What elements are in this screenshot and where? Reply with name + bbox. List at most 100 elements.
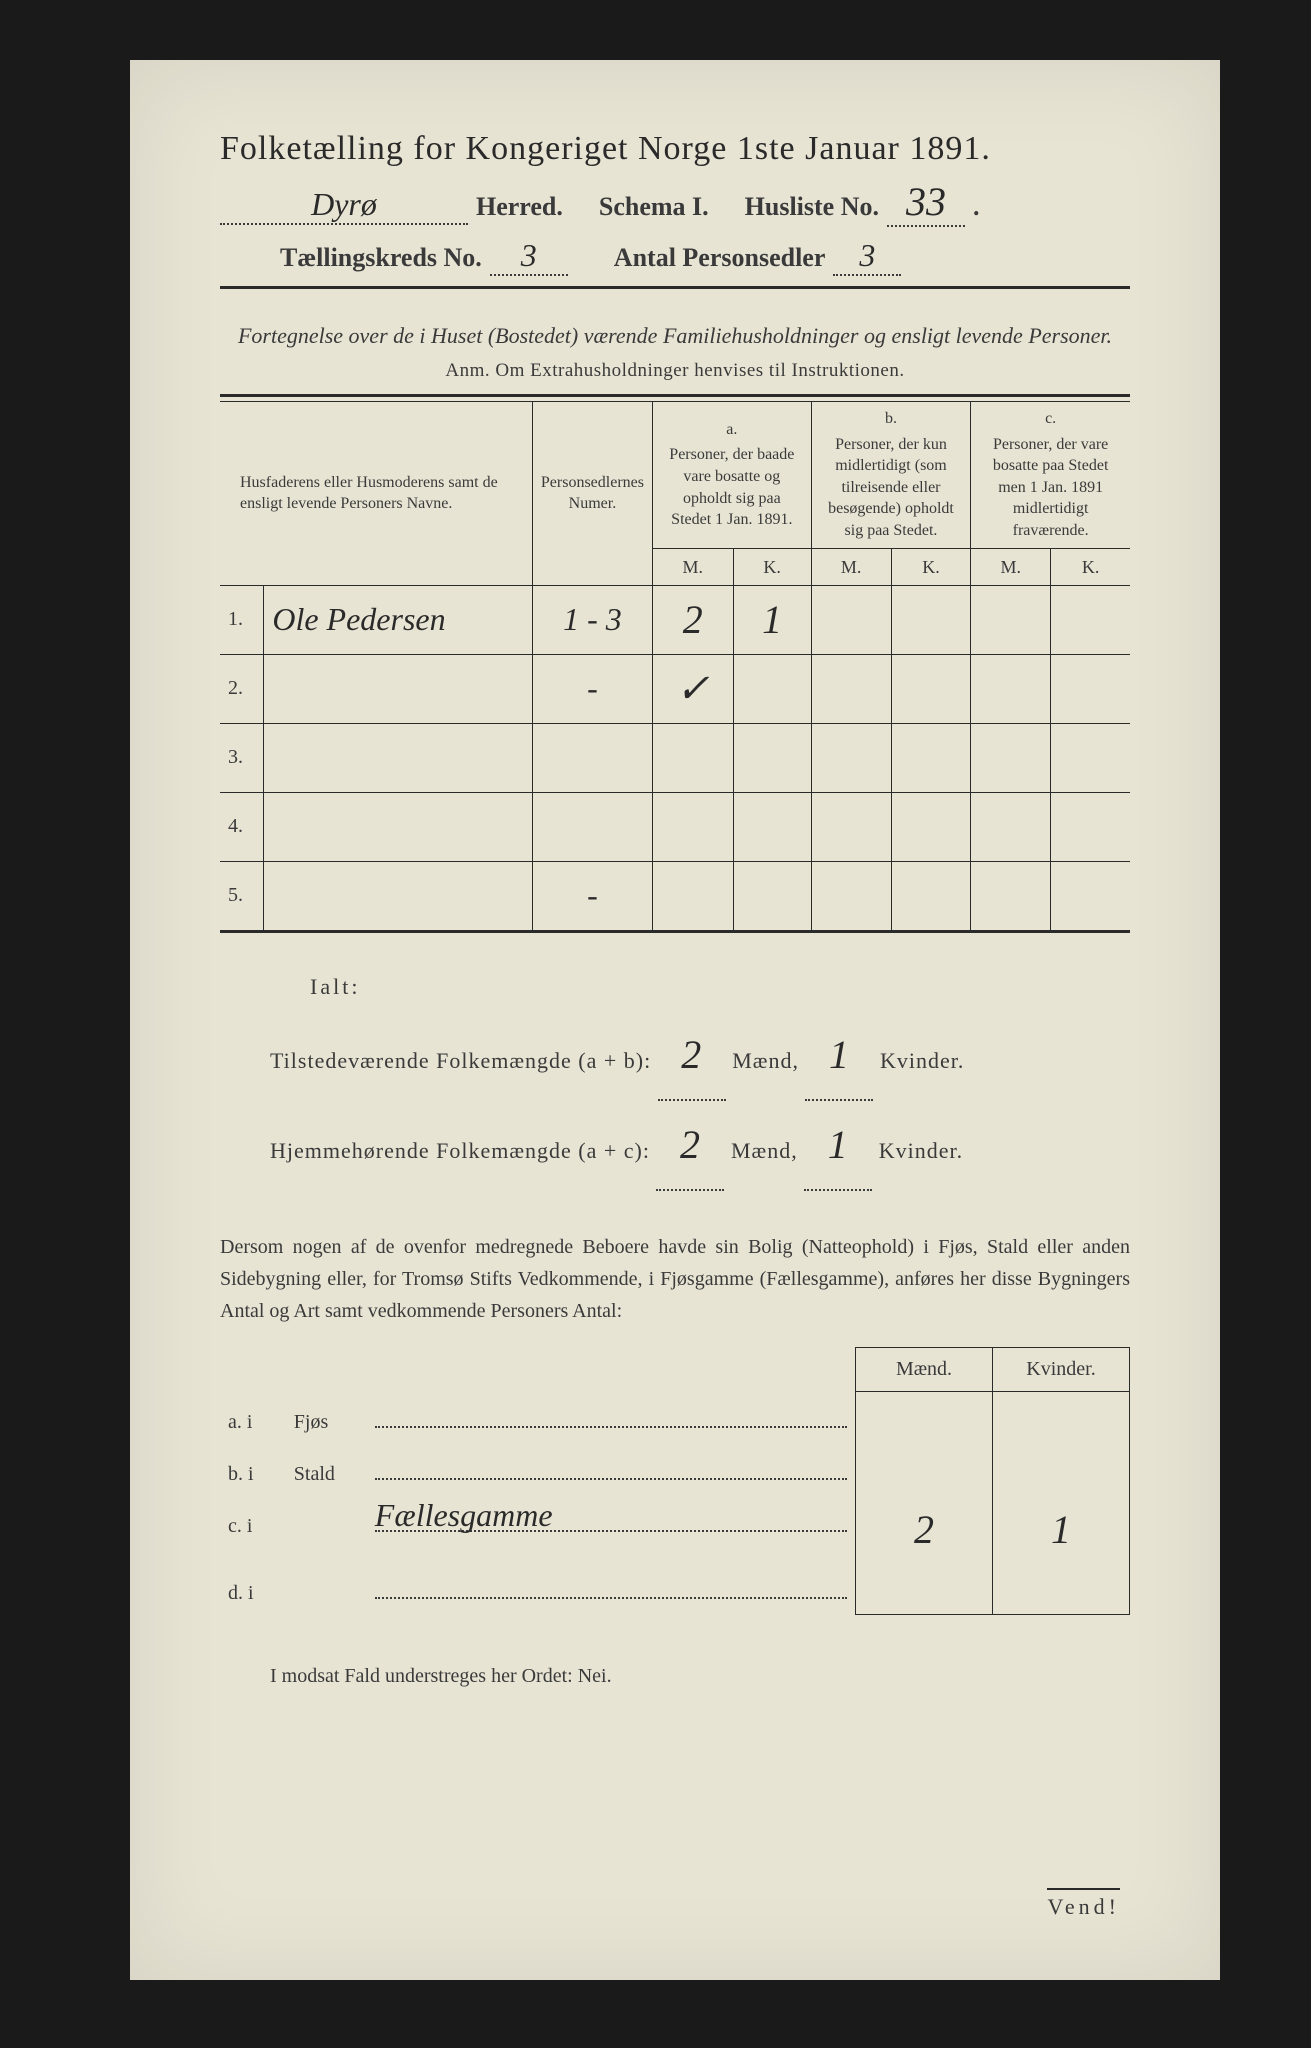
totals-block: Ialt: Tilstedeværende Folkemængde (a + b… (270, 963, 1130, 1191)
row-c-k (1051, 585, 1130, 654)
census-table: Husfaderens eller Husmoderens samt de en… (220, 401, 1130, 930)
table-row: 5.- (220, 861, 1130, 930)
row-number: 1. (220, 585, 264, 654)
tilstede-m: 2 (658, 1011, 726, 1101)
ialt-label: Ialt: (310, 963, 1130, 1011)
dwelling-label-cell: d. i (220, 1563, 855, 1615)
anm-note: Anm. Om Extrahusholdninger henvises til … (220, 360, 1130, 382)
dwelling-letter: d. i (228, 1582, 274, 1605)
tilstede-k: 1 (805, 1011, 873, 1101)
row-name (264, 792, 533, 861)
dwelling-label-cell: b. i Stald (220, 1444, 855, 1496)
table-top-rule (220, 394, 1130, 397)
row-c-k (1051, 861, 1130, 930)
row-a-k: 1 (733, 585, 811, 654)
dwelling-row: b. i Stald (220, 1444, 1130, 1496)
row-c-m (971, 654, 1051, 723)
col-names: Husfaderens eller Husmoderens samt de en… (220, 402, 532, 586)
nei-line: I modsat Fald understreges her Ordet: Ne… (270, 1665, 1130, 1688)
dwelling-k: 1 (993, 1496, 1130, 1563)
row-sedler: - (532, 861, 652, 930)
row-b-m (811, 585, 891, 654)
antal-label: Antal Personsedler (614, 243, 826, 273)
row-b-k (891, 792, 971, 861)
dwelling-row: a. iFjøs (220, 1392, 1130, 1444)
fortegnelse-title: Fortegnelse over de i Huset (Bostedet) v… (220, 319, 1130, 352)
row-a-m: ✓ (652, 654, 733, 723)
dwelling-letter: c. i (228, 1515, 274, 1538)
row-sedler (532, 723, 652, 792)
kreds-label: Tællingskreds No. (280, 243, 482, 273)
dwelling-k (993, 1392, 1130, 1444)
dwelling-table: Mænd. Kvinder. a. iFjøsb. iStaldc. iFæll… (220, 1347, 1130, 1615)
table-bottom-rule (220, 930, 1130, 933)
form-title: Folketælling for Kongeriget Norge 1ste J… (220, 130, 1130, 168)
row-c-k (1051, 792, 1130, 861)
row-c-m (971, 723, 1051, 792)
census-form: Folketælling for Kongeriget Norge 1ste J… (130, 60, 1220, 1980)
row-name (264, 654, 533, 723)
col-c-k: K. (1051, 548, 1130, 585)
row-c-m (971, 861, 1051, 930)
header-row-2: Tællingskreds No. 3 Antal Personsedler 3 (280, 237, 1130, 276)
dwelling-dotline (375, 1573, 847, 1599)
col-a-m: M. (652, 548, 733, 585)
row-number: 4. (220, 792, 264, 861)
dwelling-k (993, 1444, 1130, 1496)
row-b-m (811, 861, 891, 930)
hjemme-k: 1 (804, 1101, 872, 1191)
dwelling-type: Fjøs (294, 1411, 355, 1434)
dwelling-m (856, 1392, 993, 1444)
col-b: b. Personer, der kun midlertidigt (som t… (811, 402, 971, 549)
row-a-m (652, 861, 733, 930)
dwelling-k (993, 1563, 1130, 1615)
row-number: 3. (220, 723, 264, 792)
row-a-m (652, 723, 733, 792)
dwelling-label-cell: c. i Fællesgamme (220, 1496, 855, 1548)
dwelling-dotline (375, 1454, 847, 1480)
schema-label: Schema I. (599, 192, 709, 222)
row-b-m (811, 723, 891, 792)
row-b-k (891, 585, 971, 654)
antal-field: 3 (833, 237, 901, 276)
row-c-k (1051, 654, 1130, 723)
row-a-k (733, 861, 811, 930)
row-sedler (532, 792, 652, 861)
row-name (264, 723, 533, 792)
dwelling-row: d. i (220, 1563, 1130, 1615)
row-a-k (733, 792, 811, 861)
row-b-k (891, 654, 971, 723)
herred-label: Herred. (476, 192, 563, 222)
vend-label: Vend! (1047, 1888, 1120, 1920)
row-a-k (733, 654, 811, 723)
dwelling-label-cell: a. iFjøs (220, 1392, 855, 1444)
dwelling-dotline: Fællesgamme (375, 1506, 847, 1532)
totals-line-2: Hjemmehørende Folkemængde (a + c): 2 Mæn… (270, 1101, 1130, 1191)
table-row: 1.Ole Pedersen1 - 321 (220, 585, 1130, 654)
dwelling-letter: b. i (228, 1463, 274, 1486)
dwelling-col-k: Kvinder. (993, 1348, 1130, 1392)
row-a-m: 2 (652, 585, 733, 654)
row-a-k (733, 723, 811, 792)
dwelling-type: Stald (294, 1463, 355, 1486)
row-b-k (891, 861, 971, 930)
herred-name-field: Dyrø (220, 186, 468, 225)
col-c: c. Personer, der vare bosatte paa Stedet… (971, 402, 1130, 549)
row-name (264, 861, 533, 930)
dwelling-m (856, 1563, 993, 1615)
col-sedler: Personsedlernes Numer. (532, 402, 652, 586)
row-b-m (811, 792, 891, 861)
col-a-k: K. (733, 548, 811, 585)
row-c-m (971, 792, 1051, 861)
row-b-k (891, 723, 971, 792)
row-c-m (971, 585, 1051, 654)
row-b-m (811, 654, 891, 723)
dwelling-m (856, 1444, 993, 1496)
col-b-k: K. (891, 548, 971, 585)
row-a-m (652, 792, 733, 861)
kreds-no-field: 3 (490, 237, 568, 276)
dwelling-m: 2 (856, 1496, 993, 1563)
totals-line-1: Tilstedeværende Folkemængde (a + b): 2 M… (270, 1011, 1130, 1101)
table-row: 4. (220, 792, 1130, 861)
col-a: a. Personer, der baade vare bosatte og o… (652, 402, 811, 549)
